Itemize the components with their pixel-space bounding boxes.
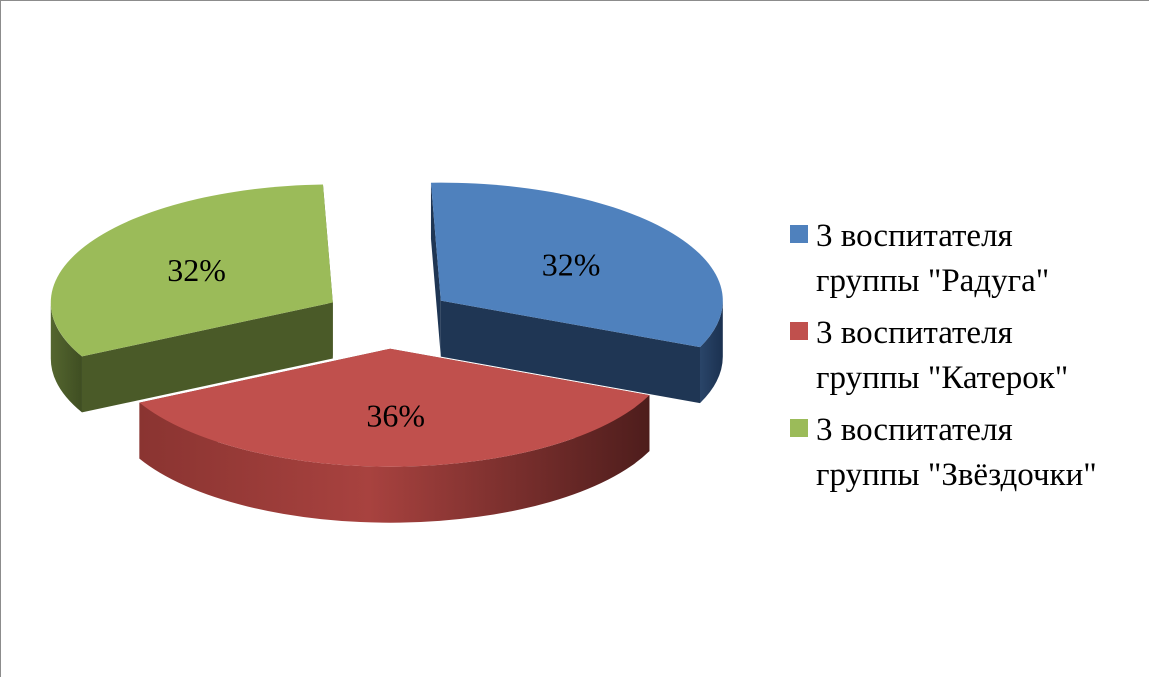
pie-slice-katerok — [139, 348, 650, 523]
legend-label-raduga-line2: группы "Радуга" — [816, 263, 1050, 299]
legend-label-katerok-line1: 3 воспитателя — [816, 315, 1013, 351]
pie-slice-raduga-wall-start — [430, 182, 441, 357]
legend-label-zvezdochki-line1: 3 воспитателя — [816, 412, 1013, 448]
legend-label-katerok-line2: группы "Катерок" — [816, 360, 1069, 396]
pie-label-zvezdochki: 32% — [167, 252, 226, 288]
legend-swatch-zvezdochki — [790, 419, 808, 437]
pie-slice-katerok-side — [139, 395, 650, 523]
legend-item-raduga: 3 воспитателя группы "Радуга" — [790, 214, 1145, 304]
pie-slice-katerok-top — [139, 348, 650, 467]
pie-slice-raduga-top — [430, 182, 723, 348]
legend: 3 воспитателя группы "Радуга" 3 воспитате… — [790, 214, 1145, 505]
pie-slice-raduga-wall-end — [440, 300, 701, 404]
legend-item-katerok: 3 воспитателя группы "Катерок" — [790, 311, 1145, 401]
pie-chart: 32% 32% 36% — [50, 182, 723, 523]
pie-label-raduga: 32% — [542, 246, 601, 282]
legend-swatch-katerok — [790, 322, 808, 340]
legend-swatch-raduga — [790, 225, 808, 243]
legend-label-zvezdochki-line2: группы "Звёздочки" — [816, 457, 1097, 493]
legend-item-zvezdochki: 3 воспитателя группы "Звёздочки" — [790, 408, 1145, 498]
pie-slice-zvezdochki — [50, 184, 333, 413]
pie-slice-raduga-side — [700, 300, 723, 404]
pie-slice-zvezdochki-wall-start — [81, 302, 333, 413]
pie-slice-zvezdochki-top — [50, 184, 333, 357]
pie-slice-raduga — [430, 182, 723, 404]
pie-slice-zvezdochki-side — [50, 302, 82, 413]
pie-label-katerok: 36% — [366, 398, 425, 434]
legend-label-raduga-line1: 3 воспитателя — [816, 218, 1013, 254]
